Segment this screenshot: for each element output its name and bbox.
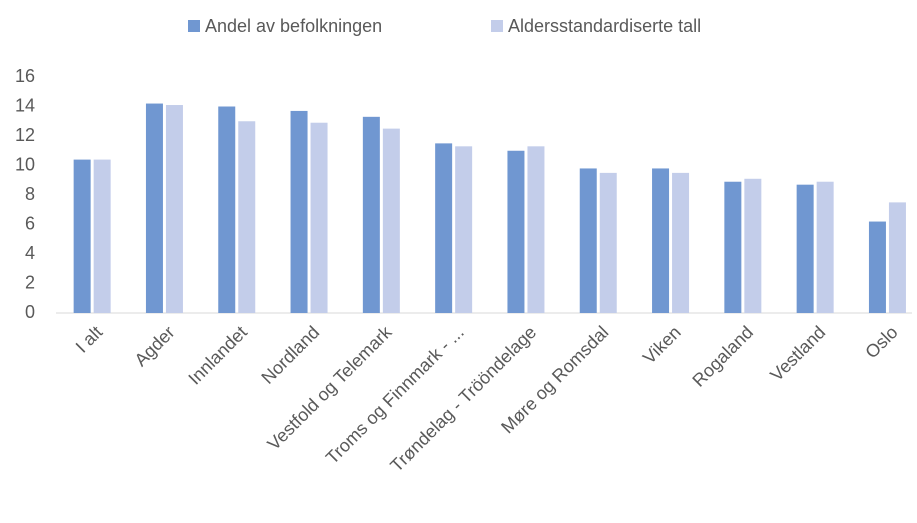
x-tick-label: Innlandet: [184, 322, 251, 389]
bar: [455, 146, 473, 313]
bar: [888, 202, 906, 313]
bar: [652, 168, 670, 313]
x-tick-label: Vestfold og Telemark: [263, 321, 396, 454]
bar: [579, 168, 597, 313]
x-tick-label: Viken: [639, 322, 685, 368]
bar: [382, 128, 400, 313]
bar: [93, 159, 111, 313]
bar: [238, 121, 256, 313]
bar: [507, 150, 525, 313]
bar: [527, 146, 545, 313]
x-tick-label: Oslo: [861, 322, 901, 362]
x-tick-label: Agder: [131, 322, 179, 370]
y-tick-label: 12: [15, 125, 35, 145]
bar: [218, 106, 236, 313]
x-tick-label: Rogaland: [688, 322, 757, 391]
bar: [165, 105, 183, 314]
legend-label: Andel av befolkningen: [205, 16, 382, 36]
y-tick-label: 4: [25, 243, 35, 263]
x-tick-label: I alt: [72, 322, 107, 357]
y-tick-label: 16: [15, 66, 35, 86]
bar: [290, 110, 308, 313]
bar: [310, 122, 328, 313]
bar: [672, 172, 690, 313]
bar: [816, 181, 834, 313]
bar: [599, 172, 617, 313]
y-tick-label: 8: [25, 184, 35, 204]
bar: [73, 159, 91, 313]
legend-swatch: [491, 20, 503, 32]
y-tick-label: 6: [25, 213, 35, 233]
bar: [868, 221, 886, 313]
x-tick-label: Troms og Finnmark - ...: [322, 322, 468, 468]
y-tick-label: 10: [15, 154, 35, 174]
y-tick-label: 0: [25, 302, 35, 322]
bar: [744, 178, 762, 313]
bar: [435, 143, 453, 313]
x-tick-label: Trøndelag - Trööndelage: [386, 322, 540, 476]
bar: [145, 103, 163, 313]
x-tick-label: Nordland: [257, 322, 323, 388]
bar: [724, 181, 742, 313]
legend-label: Aldersstandardiserte tall: [508, 16, 701, 36]
x-tick-label: Vestland: [766, 322, 829, 385]
bar: [362, 116, 380, 313]
legend-swatch: [188, 20, 200, 32]
y-tick-label: 2: [25, 272, 35, 292]
bar: [796, 184, 814, 313]
y-tick-label: 14: [15, 95, 35, 115]
